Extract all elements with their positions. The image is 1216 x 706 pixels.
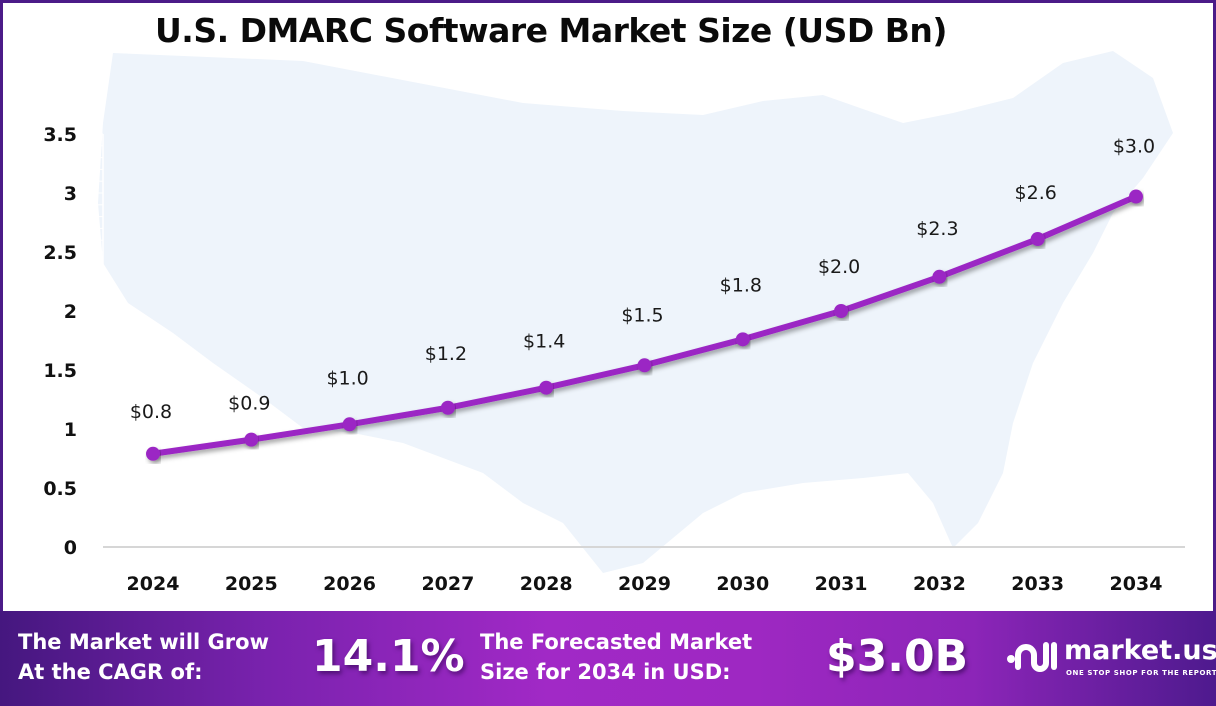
x-tick-label: 2024 [127, 573, 180, 595]
data-labels: $0.8 $0.9 $1.0 $1.2 $1.4 $1.5 $1.8 $2.0 $2.3 $2.6… [130, 136, 1155, 423]
data-label: $2.3 [916, 218, 958, 240]
data-point [539, 380, 554, 395]
x-tick-label: 2028 [520, 573, 573, 595]
data-point [834, 304, 849, 318]
y-tick-label: 1 [64, 419, 77, 441]
data-point [1129, 189, 1143, 204]
forecast-caption-line2: Size for 2034 in USD: [480, 660, 731, 684]
summary-banner: The Market will Grow At the CAGR of: 14.… [0, 611, 1216, 706]
y-tick-label: 2 [64, 301, 77, 323]
data-point [637, 358, 652, 373]
data-label: $2.6 [1015, 182, 1057, 204]
data-label: $3.0 [1113, 136, 1155, 158]
us-map-shape [98, 51, 1173, 573]
data-label: $1.4 [523, 331, 565, 353]
data-label: $2.0 [818, 256, 860, 278]
market-us-logo-icon [1007, 642, 1057, 672]
market-us-logo[interactable]: market.us ONE STOP SHOP FOR THE REPORTS [1006, 635, 1216, 685]
data-label: $1.2 [425, 343, 467, 365]
forecast-caption-line1: The Forecasted Market [480, 630, 753, 654]
data-label: $0.9 [228, 393, 270, 415]
cagr-caption-line2: At the CAGR of: [18, 660, 203, 684]
y-tick-label: 3 [64, 183, 77, 205]
data-label: $1.5 [621, 304, 663, 326]
logo-name: market.us [1064, 635, 1216, 666]
forecast-value: $3.0B [826, 631, 969, 682]
x-tick-label: 2026 [323, 573, 376, 595]
y-tick-label: 1.5 [43, 360, 77, 382]
data-label: $0.8 [130, 401, 172, 423]
data-point [932, 269, 947, 284]
line-chart: 00.511.522.533.5 2024 2025 2026 2027 2028 202… [43, 51, 1185, 595]
x-tick-label: 2032 [913, 573, 966, 595]
chart-title: U.S. DMARC Software Market Size (USD Bn) [155, 11, 947, 50]
data-point [146, 446, 160, 461]
y-tick-label: 0.5 [43, 478, 77, 500]
data-point [342, 417, 357, 432]
data-point [735, 332, 750, 347]
data-point [1030, 232, 1045, 247]
x-tick-label: 2029 [618, 573, 671, 595]
x-tick-label: 2033 [1011, 573, 1064, 595]
us-map-background [98, 51, 1173, 573]
logo-tagline: ONE STOP SHOP FOR THE REPORTS [1066, 669, 1216, 677]
series-market-size [146, 189, 1143, 461]
data-point [244, 432, 259, 447]
cagr-caption: The Market will Grow At the CAGR of: [18, 627, 269, 687]
x-axis: 2024 2025 2026 2027 2028 2029 2030 2031 2032 2033… [103, 546, 1185, 595]
x-tick-label: 2027 [421, 573, 474, 595]
x-tick-label: 2030 [716, 573, 769, 595]
y-axis: 0 0.5 1 1.5 2 2.5 3 3.5 [43, 124, 104, 559]
x-tick-label: 2031 [815, 573, 868, 595]
y-tick-label: 3.5 [43, 124, 77, 146]
y-tick-label: 0 [64, 537, 77, 559]
forecast-caption: The Forecasted Market Size for 2034 in U… [480, 627, 752, 687]
data-label: $1.8 [720, 274, 762, 296]
cagr-value: 14.1% [312, 631, 465, 682]
x-tick-label: 2025 [225, 573, 278, 595]
data-label: $1.0 [326, 367, 368, 389]
data-point [440, 400, 455, 415]
y-tick-label: 2.5 [43, 242, 77, 264]
x-tick-label: 2034 [1110, 573, 1163, 595]
cagr-caption-line1: The Market will Grow [18, 630, 269, 654]
